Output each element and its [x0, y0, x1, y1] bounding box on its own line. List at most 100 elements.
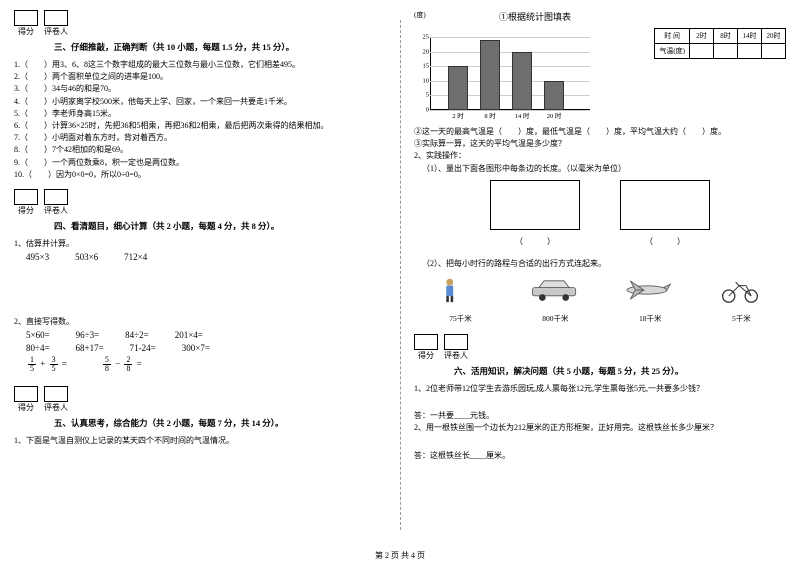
calc-item: 5×60=	[26, 330, 50, 340]
score-box	[14, 386, 38, 402]
practice-head: 2、实践操作：	[414, 150, 786, 161]
right-column: (度) ①根据统计图填表 25201510502 时8 时14 时20 时 时 …	[400, 0, 800, 565]
travel-label: 75千米	[449, 313, 472, 324]
score-label: 得分	[18, 402, 34, 413]
score-box	[414, 334, 438, 350]
q-item: 10.（ ）因为0×0=0，所以0÷0=0。	[14, 169, 386, 180]
reviewer-label: 评卷人	[44, 26, 68, 37]
frac-expr: 58 − 28 =	[101, 356, 142, 373]
bike-icon	[715, 277, 765, 303]
chart-q2: ②这一天的最高气温是（ ）度，最低气温是（ ）度，平均气温大约（ ）度。	[414, 126, 786, 137]
calc-item: 84÷2=	[125, 330, 149, 340]
chart-wrap: (度) ①根据统计图填表 25201510502 时8 时14 时20 时 时 …	[414, 10, 786, 122]
section5-title: 五、认真思考，综合能力（共 2 小题，每题 7 分，共 14 分）。	[54, 417, 386, 429]
score-row-4: 得分 评卷人	[14, 189, 386, 216]
travel-label: 18千米	[639, 313, 662, 324]
td	[762, 44, 786, 59]
person-icon	[436, 277, 486, 303]
th: 时 间	[655, 29, 690, 44]
th: 8时	[714, 29, 738, 44]
th: 14时	[738, 29, 762, 44]
calc-item: 96÷3=	[76, 330, 100, 340]
q-item: 3.（ ）34与46的和是70。	[14, 83, 386, 94]
score-row-5: 得分 评卷人	[14, 386, 386, 413]
chart-q3: ③实际算一算，这天的平均气温是多少度？	[414, 138, 786, 149]
q-item: 8.（ ）7个42相加的和是69。	[14, 144, 386, 155]
travel-label: 5千米	[732, 313, 751, 324]
plane-icon	[622, 277, 672, 303]
page-footer: 第 2 页 共 4 页	[0, 550, 800, 561]
q6-2: 2、用一根铁丝围一个边长为212厘米的正方形框架，正好用完。这根铁丝长多少厘米？	[414, 422, 786, 433]
q4-2-row2: 80÷4= 68+17= 71-24= 300×7=	[26, 343, 386, 353]
score-box	[14, 10, 38, 26]
score-row-3: 得分 评卷人	[14, 10, 386, 37]
q6-2-ans: 答：这根铁丝长____厘米。	[414, 450, 786, 461]
travel-item	[519, 277, 589, 303]
chart-title: ①根据统计图填表	[499, 10, 571, 23]
section6-title: 六、活用知识，解决问题（共 5 小题，每题 5 分，共 25 分）。	[454, 365, 786, 377]
q4-1-label: 1、估算并计算。	[14, 238, 386, 249]
reviewer-label: 评卷人	[444, 350, 468, 361]
q4-2-frac-row: 15 + 35 = 58 − 28 =	[26, 356, 386, 373]
q-item: 9.（ ）一个两位数乘8，积一定也是两位数。	[14, 157, 386, 168]
left-column: 得分 评卷人 三、仔细推敲，正确判断（共 10 小题，每题 1.5 分，共 15…	[0, 0, 400, 565]
travel-row	[414, 277, 786, 303]
q5-1: 1、下面是气温自测仪上记录的某天四个不同时间的气温情况。	[14, 435, 386, 446]
travel-item	[612, 277, 682, 303]
travel-item	[426, 277, 496, 303]
shape-cap: （ ）	[620, 236, 710, 247]
travel-labels: 75千米 800千米 18千米 5千米	[414, 307, 786, 324]
q6-1-ans: 答：一共要____元钱。	[414, 410, 786, 421]
q4-2-label: 2、直接写得数。	[14, 316, 386, 327]
shape-box	[490, 180, 580, 230]
q4-1-items: 495×3 503×6 712×4	[26, 252, 386, 262]
calc-item: 300×7=	[182, 343, 210, 353]
practice-q1: （1）、量出下面各图形中每条边的长度。（以毫米为单位）	[422, 163, 786, 174]
y-axis	[430, 37, 431, 110]
score-label: 得分	[18, 205, 34, 216]
car-icon	[529, 277, 579, 303]
th: 2时	[690, 29, 714, 44]
q-item: 2.（ ）两个面积单位之间的进率是100。	[14, 71, 386, 82]
calc-item: 201×4=	[175, 330, 203, 340]
calc-item: 71-24=	[130, 343, 156, 353]
q-item: 7.（ ）小明面对着东方时，背对着西方。	[14, 132, 386, 143]
td: 气温(度)	[655, 44, 690, 59]
shape-captions: （ ） （ ）	[414, 236, 786, 247]
q-item: 5.（ ）李老师身高15米。	[14, 108, 386, 119]
td	[690, 44, 714, 59]
calc-item: 80÷4=	[26, 343, 50, 353]
reviewer-label: 评卷人	[44, 205, 68, 216]
table-row: 气温(度)	[655, 44, 786, 59]
section3-items: 1.（ ）用3、6、8这三个数字组成的最大三位数与最小三位数，它们相差495。 …	[14, 59, 386, 180]
chart-unit: (度)	[414, 10, 426, 27]
travel-item	[705, 277, 775, 303]
td	[714, 44, 738, 59]
reviewer-label: 评卷人	[44, 402, 68, 413]
score-label: 得分	[418, 350, 434, 361]
score-label: 得分	[18, 26, 34, 37]
shape-box	[620, 180, 710, 230]
frac-expr: 15 + 35 =	[26, 356, 67, 373]
reviewer-box	[44, 386, 68, 402]
calc-item: 712×4	[124, 252, 147, 262]
q6-1: 1、2位老师带12位学生去游乐园玩,成人票每张12元,学生票每张5元,一共要多少…	[414, 383, 786, 394]
td	[738, 44, 762, 59]
calc-item: 503×6	[75, 252, 98, 262]
th: 20时	[762, 29, 786, 44]
reviewer-box	[444, 334, 468, 350]
q4-2-row1: 5×60= 96÷3= 84÷2= 201×4=	[26, 330, 386, 340]
q-item: 1.（ ）用3、6、8这三个数字组成的最大三位数与最小三位数，它们相差495。	[14, 59, 386, 70]
section3-title: 三、仔细推敲，正确判断（共 10 小题，每题 1.5 分，共 15 分）。	[54, 41, 386, 53]
calc-item: 495×3	[26, 252, 49, 262]
table-row: 时 间 2时 8时 14时 20时	[655, 29, 786, 44]
bar-chart: 25201510502 时8 时14 时20 时	[414, 27, 594, 122]
data-table: 时 间 2时 8时 14时 20时 气温(度)	[654, 28, 786, 59]
section4-title: 四、看清题目，细心计算（共 2 小题，每题 4 分，共 8 分）。	[54, 220, 386, 232]
score-box	[14, 189, 38, 205]
shape-row	[414, 180, 786, 230]
q-item: 6.（ ）计算36×25时，先把36和5相乘，再把36和2相乘，最后把两次乘得的…	[14, 120, 386, 131]
score-row-6: 得分 评卷人	[414, 334, 786, 361]
calc-item: 68+17=	[76, 343, 104, 353]
travel-label: 800千米	[542, 313, 568, 324]
